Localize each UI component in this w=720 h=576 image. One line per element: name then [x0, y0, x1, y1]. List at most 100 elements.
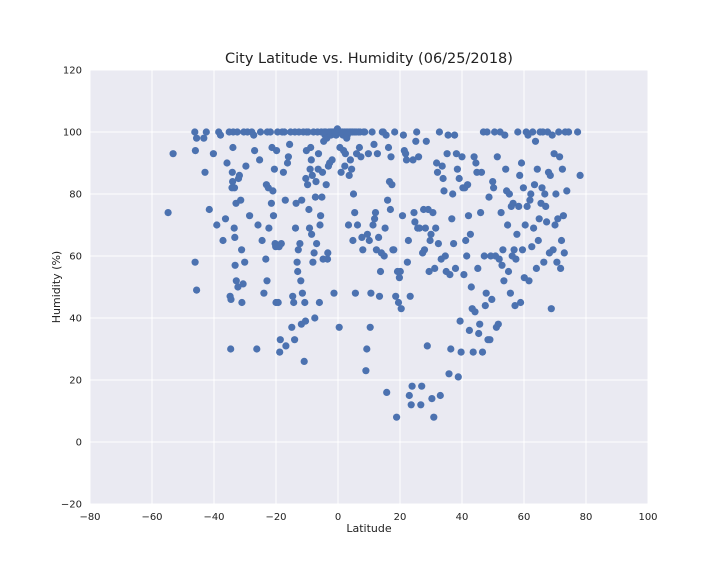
data-point [574, 128, 582, 136]
data-point [309, 258, 317, 266]
data-point [455, 174, 463, 183]
data-point [532, 264, 541, 272]
data-point [366, 323, 374, 331]
data-point [517, 298, 525, 307]
data-point [511, 302, 519, 310]
data-point [382, 131, 390, 139]
data-point [439, 174, 447, 183]
data-point [434, 240, 442, 248]
data-point [386, 205, 394, 214]
data-point [418, 382, 426, 390]
data-point [367, 289, 375, 297]
data-point [169, 150, 177, 158]
data-point [293, 258, 301, 266]
x-tick-label: 60 [518, 512, 531, 523]
data-point [410, 209, 418, 217]
data-point [495, 255, 503, 263]
data-point [318, 193, 326, 201]
data-point [463, 252, 471, 260]
data-point [501, 131, 509, 139]
data-point [231, 261, 239, 269]
data-point [538, 184, 546, 192]
x-tick-label: −80 [79, 512, 100, 523]
data-point [256, 156, 264, 164]
data-point [428, 395, 436, 403]
data-point [465, 326, 473, 334]
data-point [454, 373, 462, 381]
data-point [358, 233, 366, 241]
data-point [298, 289, 306, 297]
data-point [554, 215, 562, 223]
data-point [291, 336, 299, 344]
data-point [370, 140, 378, 148]
data-point [460, 271, 468, 279]
data-point [307, 143, 315, 152]
data-point [482, 289, 490, 297]
data-point [491, 128, 499, 136]
data-point [550, 150, 558, 158]
x-tick-labels: −80 −60 −40 −20 0 20 40 60 80 100 [79, 512, 657, 523]
data-point [317, 212, 325, 220]
data-point [488, 295, 496, 303]
data-point [307, 156, 315, 164]
data-point [425, 267, 433, 276]
data-point [191, 128, 199, 136]
data-point [576, 171, 584, 179]
data-point [423, 342, 431, 350]
data-point [403, 258, 411, 266]
data-point [205, 205, 213, 214]
data-point [201, 168, 209, 176]
data-point [301, 317, 310, 325]
data-point [485, 193, 493, 201]
data-point [253, 345, 261, 353]
data-point [308, 171, 316, 179]
data-point [375, 292, 384, 300]
data-point [308, 230, 316, 238]
data-point [202, 128, 210, 136]
data-point [191, 258, 199, 266]
data-point [292, 199, 300, 207]
data-point [477, 168, 486, 176]
data-point [502, 165, 510, 173]
data-point [549, 246, 557, 254]
data-point [227, 295, 235, 303]
data-point [494, 320, 502, 328]
data-point [394, 298, 403, 307]
data-point [289, 292, 297, 300]
data-point [499, 246, 507, 254]
data-point [237, 196, 245, 204]
x-tick-label: 100 [638, 512, 657, 523]
data-point [371, 209, 380, 217]
data-point [305, 224, 314, 232]
y-tick-label: 120 [63, 66, 82, 77]
data-point [409, 156, 417, 164]
data-point [280, 128, 288, 136]
data-point [263, 277, 271, 285]
data-point [246, 212, 254, 220]
y-tick-label: 60 [69, 252, 82, 263]
data-point [316, 221, 324, 229]
data-point [548, 131, 556, 139]
data-point [512, 255, 520, 263]
data-point [464, 181, 472, 189]
data-point [228, 168, 236, 176]
data-point [300, 357, 308, 365]
data-point [420, 246, 429, 254]
data-point [373, 150, 381, 158]
data-point [504, 221, 512, 229]
data-point [541, 190, 549, 198]
data-point [273, 147, 281, 155]
data-point [422, 137, 430, 145]
data-point [330, 289, 338, 297]
data-point [530, 181, 539, 189]
data-point [281, 196, 289, 204]
data-point [375, 233, 383, 241]
data-point [359, 246, 367, 254]
data-point [223, 159, 231, 167]
data-point [543, 218, 551, 226]
y-tick-label: 0 [76, 438, 82, 449]
data-point [535, 215, 543, 223]
data-point [438, 162, 446, 170]
data-point [415, 224, 424, 232]
